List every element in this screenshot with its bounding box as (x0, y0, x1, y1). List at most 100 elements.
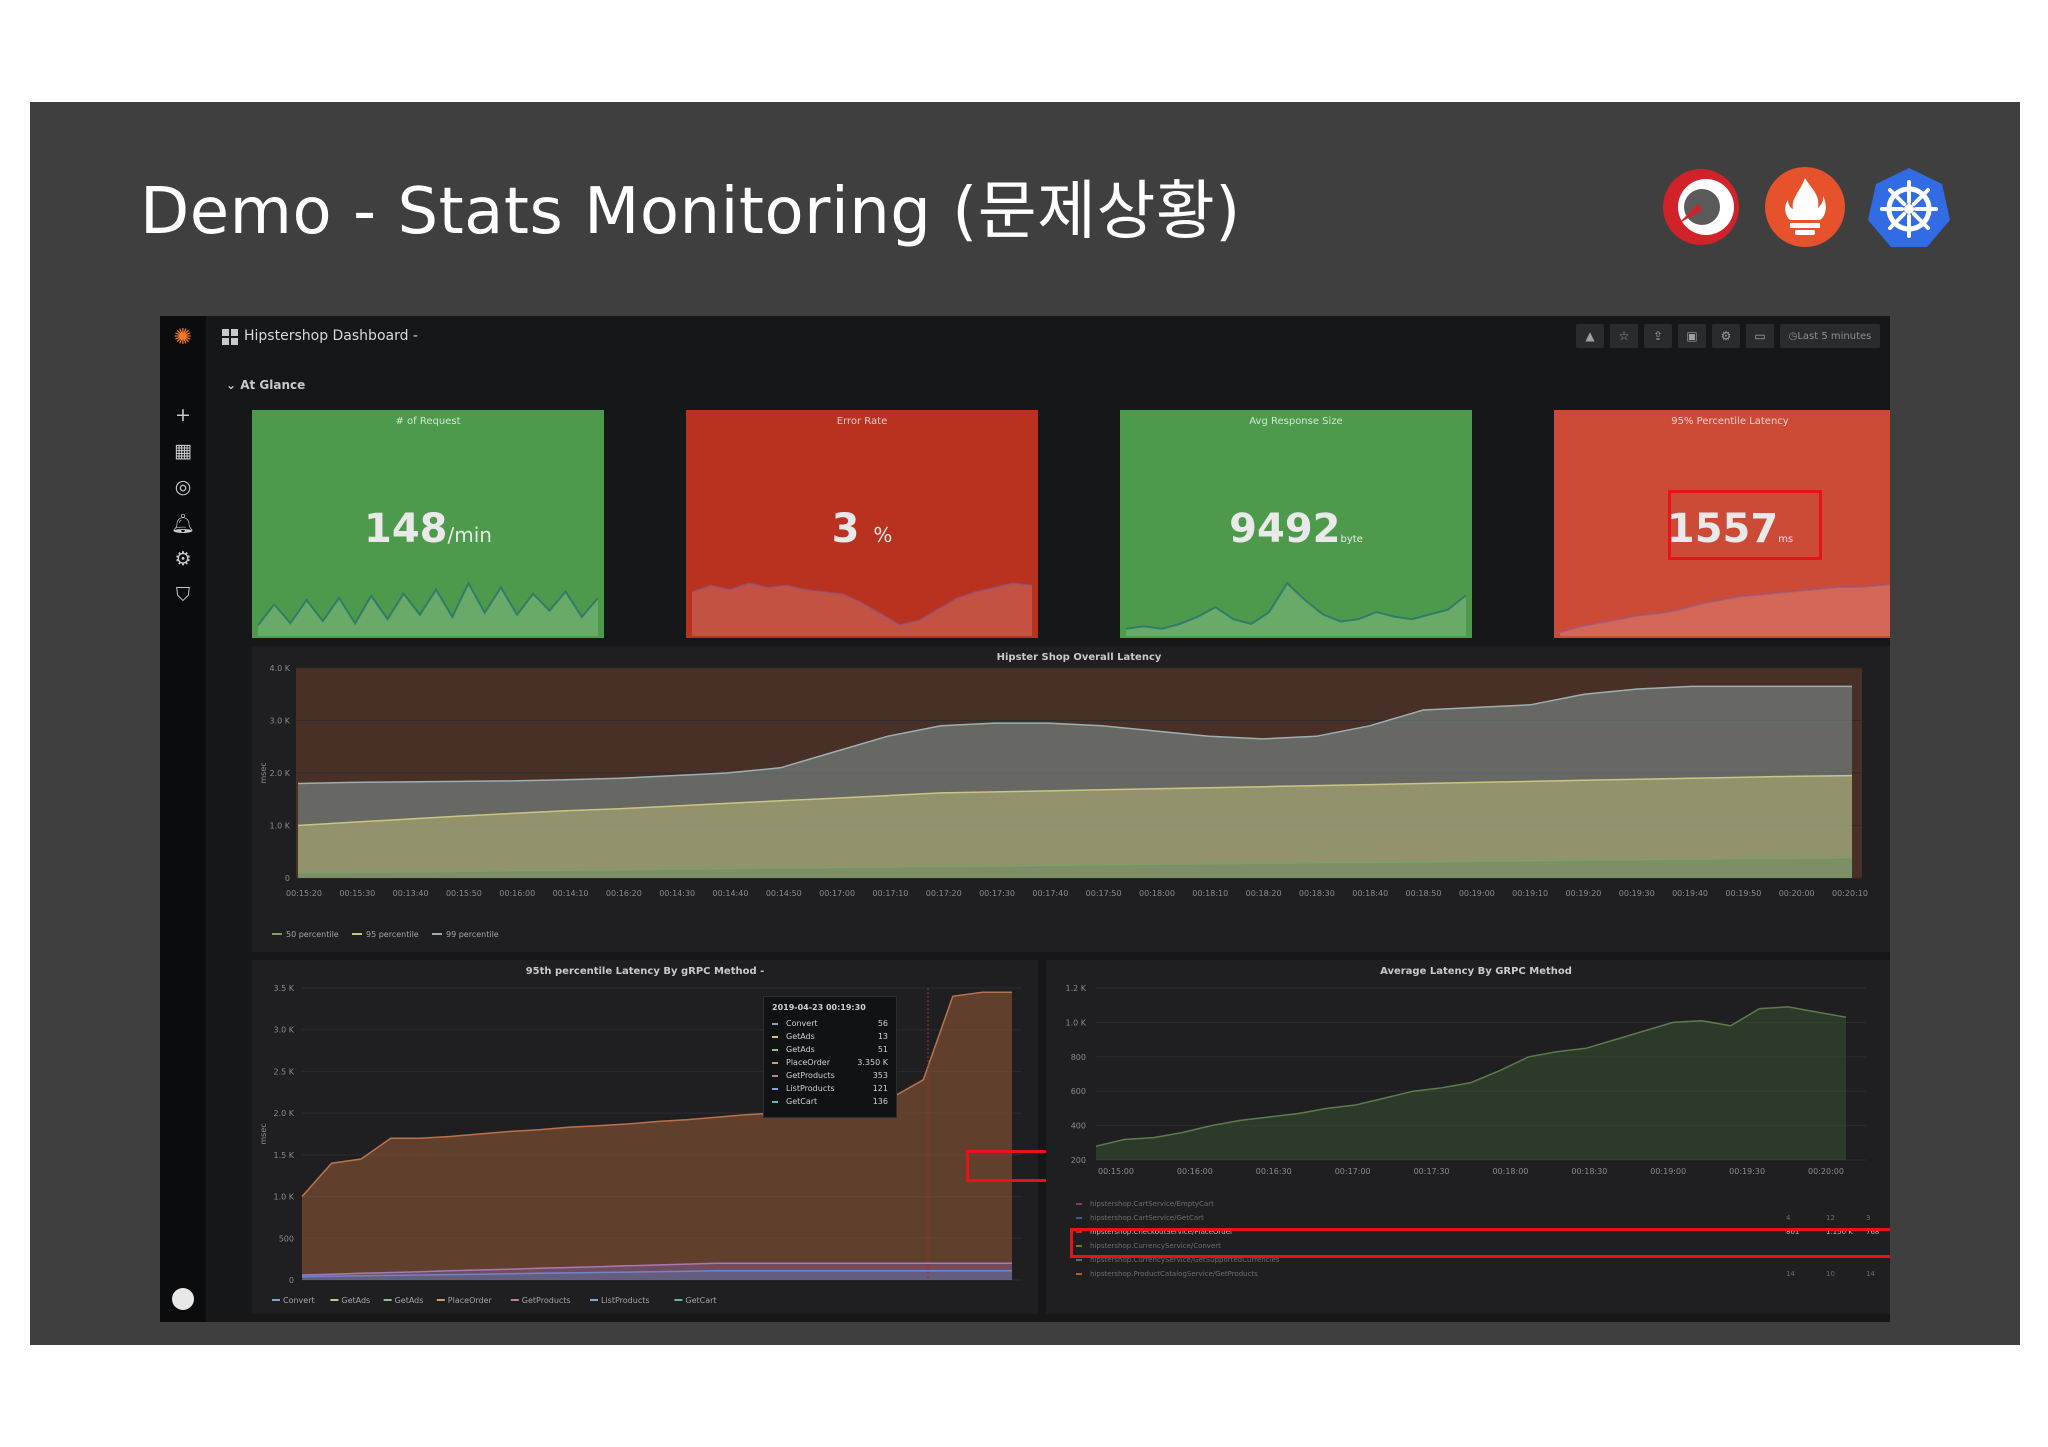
star-icon[interactable]: ☆ (1610, 324, 1638, 348)
tooltip-series-name: PlaceOrder (786, 1058, 831, 1067)
series-line-0 (297, 856, 1853, 874)
tooltip-series-value: 121 (872, 1084, 888, 1093)
grafana-logo-icon[interactable]: ✺ (173, 324, 193, 350)
series-line-1 (301, 1262, 1012, 1276)
panel-title: 95th percentile Latency By gRPC Method - (525, 966, 765, 977)
highlight-box-placeorder-row (1070, 1228, 1890, 1258)
legend-table-row[interactable]: hipstershop.CartService/EmptyCart (1076, 1198, 1876, 1212)
legend-table-row[interactable]: hipstershop.ProductCatalogService/GetPro… (1076, 1268, 1876, 1282)
prometheus-logo (1765, 167, 1845, 247)
highlight-box-p95 (1668, 490, 1822, 560)
panel-title: Average Latency By GRPC Method (1380, 966, 1572, 977)
overall-latency-panel[interactable]: Hipster Shop Overall Latency 4.0 K 3.0 K 2… (252, 646, 1890, 952)
gear-icon[interactable]: ⚙ (174, 548, 192, 570)
legend-table-value: 10 (1826, 1270, 1835, 1278)
legend-table-row[interactable]: hipstershop.CheckoutService/PlaceOrder 80… (1076, 1226, 1879, 1240)
y-tick-label: 600 (1071, 1087, 1086, 1096)
y-tick-label: 2.0 K (273, 1109, 294, 1118)
x-tick-label: 00:18:00 (1492, 1167, 1528, 1176)
dashboards-icon[interactable]: ▦ (174, 440, 192, 462)
tv-mode-icon[interactable]: ▭ (1746, 324, 1774, 348)
y-tick-label: 4.0 K (269, 664, 290, 673)
save-icon[interactable]: ▣ (1678, 324, 1706, 348)
tooltip-swatch (772, 1100, 778, 1103)
series-area-2 (302, 1270, 1012, 1280)
explore-icon[interactable]: ◎ (174, 476, 192, 498)
legend-table-name: hipstershop.CheckoutService/PlaceOrder (1090, 1228, 1233, 1236)
x-tick-label: 00:13:40 (393, 889, 429, 898)
series-line-2 (297, 685, 1852, 785)
stat-panel-p95-latency[interactable]: 95% Percentile Latency 1557ms (1554, 410, 1890, 638)
panel-title: Hipster Shop Overall Latency (996, 652, 1162, 663)
x-tick-label: 00:15:00 (1098, 1167, 1134, 1176)
legend-table-row[interactable]: hipstershop.CurrencyService/Convert (1076, 1240, 1876, 1254)
avg-grpc-chart: 1.2 K 1.0 K 800 600 400 200 00:15:00 00:16:00 00… (1065, 984, 1866, 1176)
legend-table-value: 14 (1866, 1270, 1875, 1278)
legend-swatch (1076, 1259, 1082, 1261)
y-tick-label: 0 (289, 1276, 294, 1285)
time-picker[interactable]: ◷ Last 5 minutes (1780, 324, 1880, 348)
legend-label: PlaceOrder (448, 1296, 493, 1305)
grpc-p95-chart: 3.5 K 3.0 K 2.5 K 2.0 K 1.5 K 1.0 K 500 0 msec Co… (259, 984, 1022, 1305)
stat-sparkline (691, 582, 1033, 636)
x-tick-label: 00:18:50 (1406, 889, 1442, 898)
x-tick-label: 00:17:40 (1032, 889, 1068, 898)
x-tick-label: 00:14:30 (659, 889, 695, 898)
legend-table-row[interactable]: hipstershop.CurrencyService/GetSupported… (1076, 1254, 1876, 1268)
tooltip-time: 2019-04-23 00:19:30 (772, 1003, 866, 1012)
slide-title: Demo - Stats Monitoring (문제상황) (140, 175, 1241, 249)
stat-title: Error Rate (836, 416, 888, 427)
settings-icon[interactable]: ⚙ (1712, 324, 1740, 348)
x-tick-label: 00:19:00 (1650, 1167, 1686, 1176)
sparkline-line (691, 582, 1033, 627)
user-avatar[interactable] (170, 1286, 196, 1312)
stat-value: 1557ms (1666, 506, 1794, 552)
series-area-0 (298, 857, 1852, 878)
x-tick-label: 00:17:30 (1414, 1167, 1450, 1176)
dashboard-title[interactable]: Hipstershop Dashboard - (244, 328, 418, 344)
sparkline-area (1126, 583, 1466, 636)
x-tick-label: 00:15:30 (339, 889, 375, 898)
alert-bell-icon[interactable]: 🔔︎ (170, 512, 196, 535)
plus-icon[interactable]: + (175, 404, 191, 426)
tooltip-series-name: GetProducts (786, 1071, 835, 1080)
legend-label: GetAds (341, 1296, 370, 1305)
stat-panel-response-size[interactable]: Avg Response Size 9492byte (1120, 410, 1472, 638)
grafana-screenshot: ✺ + ▦ ◎ 🔔︎ ⚙ ⛉ Hipstershop Dashboard - ▲… (160, 316, 1890, 1322)
legend-table-row[interactable]: hipstershop.CartService/GetCart 4 12 3 (1076, 1212, 1876, 1226)
tooltip-series-name: GetAds (786, 1032, 815, 1041)
row-title[interactable]: ⌄ At Glance (226, 378, 306, 392)
stat-value: 9492byte (1229, 506, 1363, 552)
legend-table-name: hipstershop.CurrencyService/Convert (1090, 1242, 1221, 1250)
legend-swatch (1076, 1273, 1082, 1275)
legend-table-name: hipstershop.CurrencyService/GetSupported… (1090, 1256, 1280, 1264)
sparkline-line (1559, 583, 1890, 634)
series-line-1 (297, 774, 1853, 827)
avg-grpc-panel[interactable]: Average Latency By GRPC Method 1.2 K 1.0 … (1046, 960, 1890, 1314)
x-tick-label: 00:17:30 (979, 889, 1015, 898)
x-tick-label: 00:19:30 (1729, 1167, 1765, 1176)
y-tick-label: 800 (1071, 1053, 1086, 1062)
x-tick-label: 00:16:00 (499, 889, 535, 898)
slide-background: Demo - Stats Monitoring (문제상황) ✺ (30, 102, 2020, 1345)
series-line-0 (1095, 1006, 1847, 1147)
grpc-p95-panel[interactable]: 95th percentile Latency By gRPC Method -… (252, 960, 1038, 1314)
stat-panel-requests[interactable]: # of Request 148/min (252, 410, 604, 638)
x-tick-label: 00:14:50 (766, 889, 802, 898)
series-area-0 (302, 992, 1012, 1280)
x-tick-label: 00:19:40 (1672, 889, 1708, 898)
y-tick-label: 3.0 K (273, 1026, 294, 1035)
legend-label: ListProducts (601, 1296, 650, 1305)
shield-icon[interactable]: ⛉ (175, 584, 191, 606)
y-tick-label: 400 (1071, 1122, 1086, 1131)
tooltip-series-value: 56 (877, 1019, 888, 1028)
x-tick-label: 00:17:00 (1335, 1167, 1371, 1176)
y-tick-label: 1.0 K (1065, 1018, 1086, 1027)
share-icon[interactable]: ⇪ (1644, 324, 1672, 348)
stat-panel-error-rate[interactable]: Error Rate 3 % (686, 410, 1038, 638)
overall-latency-chart: 4.0 K 3.0 K 2.0 K 1.0 K 0 msec 00:15:20 00:15:3… (259, 664, 1868, 939)
x-tick-label: 00:18:40 (1352, 889, 1388, 898)
add-panel-icon[interactable]: ▲ (1576, 324, 1604, 348)
tooltip-series-value: 13 (877, 1032, 888, 1041)
x-tick-label: 00:20:00 (1808, 1167, 1844, 1176)
